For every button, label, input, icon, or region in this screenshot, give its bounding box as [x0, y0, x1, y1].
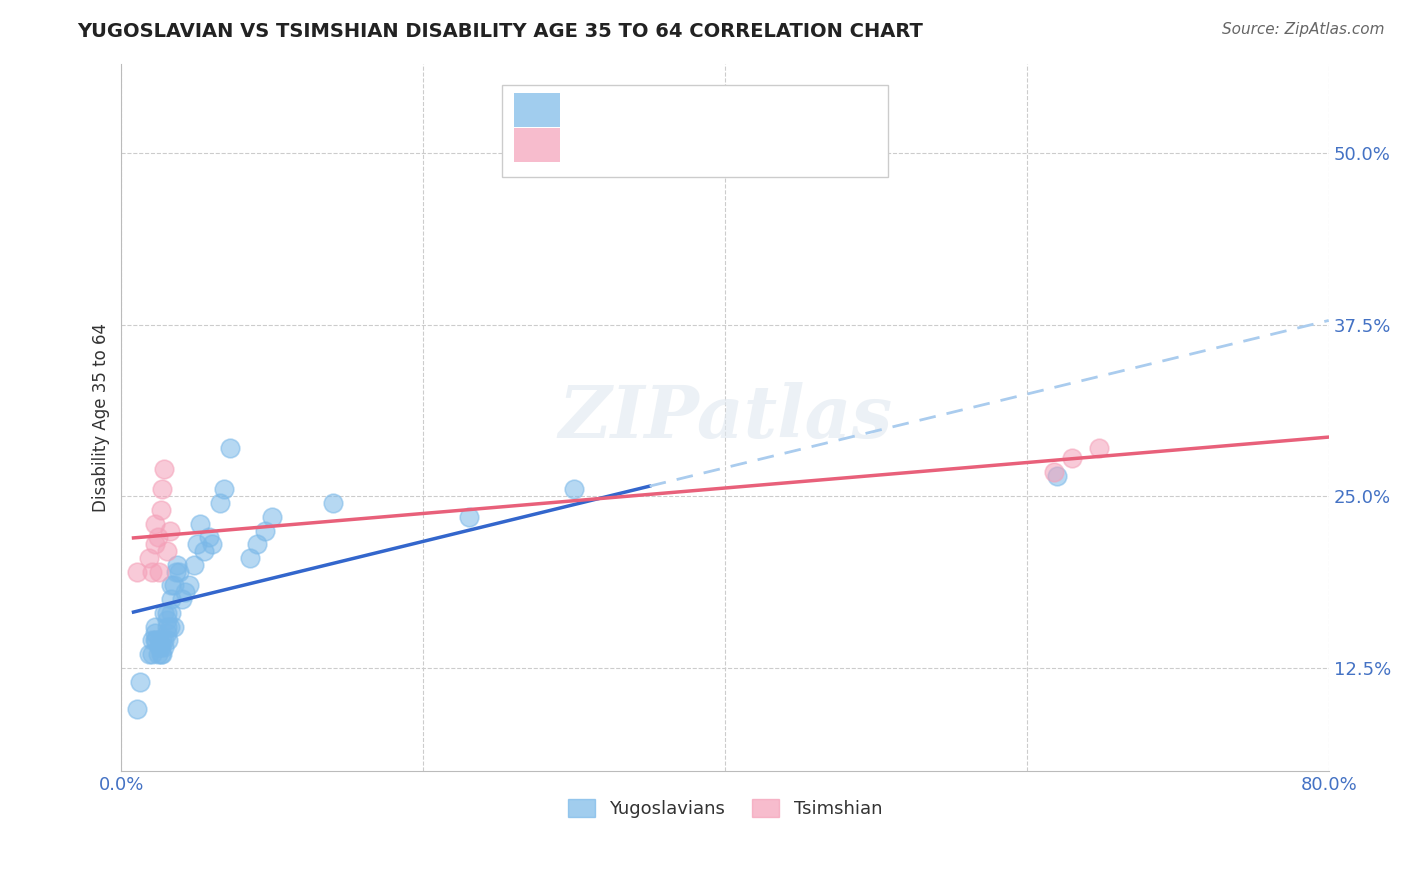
Text: N =: N = [725, 136, 765, 154]
Bar [513, 128, 560, 162]
Point [156, 626, 179, 640]
Text: R =: R = [574, 136, 613, 154]
Text: 0.135: 0.135 [628, 101, 681, 119]
Point [150, 633, 173, 648]
Point [188, 516, 211, 531]
Text: N =: N = [725, 101, 765, 119]
Point [198, 531, 221, 545]
Text: Source: ZipAtlas.com: Source: ZipAtlas.com [1222, 22, 1385, 37]
Point [152, 633, 174, 648]
Point [141, 633, 163, 648]
Point [208, 496, 231, 510]
Point [156, 619, 179, 633]
Point [149, 503, 172, 517]
Legend: Yugoslavians, Tsimshian: Yugoslavians, Tsimshian [561, 791, 890, 825]
Point [150, 483, 173, 497]
Point [322, 496, 344, 510]
Point [253, 524, 276, 538]
Point [152, 606, 174, 620]
Point [143, 626, 166, 640]
Point [170, 592, 193, 607]
Text: 53: 53 [773, 101, 796, 119]
Point [143, 516, 166, 531]
Point [138, 551, 160, 566]
Point [148, 640, 170, 655]
Point [156, 613, 179, 627]
Point [125, 565, 148, 579]
Point [193, 544, 215, 558]
Point [148, 565, 170, 579]
Text: YUGOSLAVIAN VS TSIMSHIAN DISABILITY AGE 35 TO 64 CORRELATION CHART: YUGOSLAVIAN VS TSIMSHIAN DISABILITY AGE … [77, 22, 924, 41]
Text: 15: 15 [773, 136, 796, 154]
Point [239, 551, 262, 566]
Point [262, 509, 284, 524]
Text: 0.497: 0.497 [628, 136, 681, 154]
Point [160, 578, 183, 592]
Point [148, 633, 170, 648]
Point [146, 647, 169, 661]
Point [179, 578, 201, 592]
Point [138, 647, 160, 661]
Y-axis label: Disability Age 35 to 64: Disability Age 35 to 64 [93, 323, 110, 512]
Point [152, 462, 174, 476]
Point [128, 674, 150, 689]
Point [1088, 442, 1111, 456]
Point [183, 558, 205, 572]
Point [173, 585, 195, 599]
Point [219, 442, 242, 456]
Point [160, 606, 183, 620]
Point [163, 578, 186, 592]
Bar [513, 93, 560, 127]
Point [186, 537, 208, 551]
Point [149, 640, 172, 655]
Point [156, 544, 179, 558]
Point [562, 483, 585, 497]
Text: R =: R = [574, 101, 613, 119]
Point [143, 619, 166, 633]
Point [160, 592, 183, 607]
Point [143, 633, 166, 648]
Point [1062, 450, 1084, 465]
Point [157, 633, 180, 648]
Point [159, 524, 181, 538]
Point [146, 531, 169, 545]
Point [167, 565, 190, 579]
Point [159, 619, 181, 633]
Point [166, 558, 188, 572]
Point [1043, 465, 1066, 479]
Point [141, 647, 163, 661]
Bar [502, 86, 889, 178]
Point [143, 537, 166, 551]
Point [156, 606, 179, 620]
Point [149, 647, 172, 661]
Point [163, 619, 186, 633]
Text: ZIPatlas: ZIPatlas [558, 382, 893, 453]
Point [150, 647, 173, 661]
Point [457, 509, 479, 524]
Point [1046, 468, 1069, 483]
Point [165, 565, 187, 579]
Point [152, 640, 174, 655]
Point [201, 537, 224, 551]
Point [212, 483, 235, 497]
Point [145, 633, 167, 648]
Point [141, 565, 163, 579]
Point [125, 702, 148, 716]
Point [246, 537, 269, 551]
